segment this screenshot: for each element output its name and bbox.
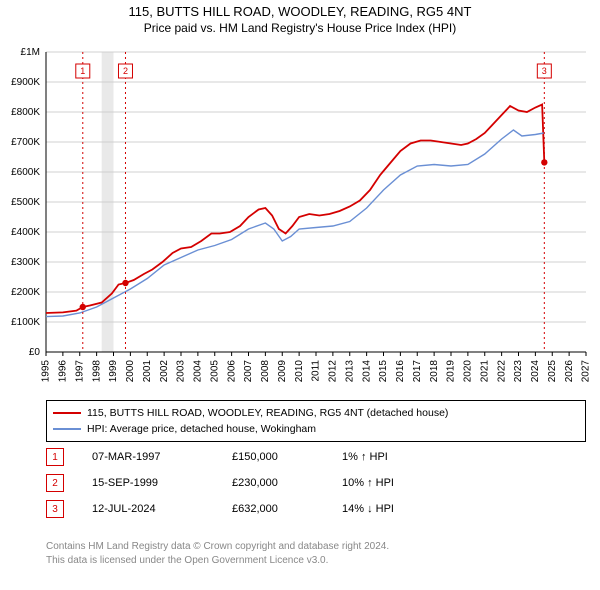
footnote: Contains HM Land Registry data © Crown c… <box>46 540 586 567</box>
svg-text:£200K: £200K <box>11 287 40 298</box>
svg-text:£500K: £500K <box>11 197 40 208</box>
svg-text:2027: 2027 <box>581 360 592 383</box>
svg-text:2011: 2011 <box>311 360 322 382</box>
svg-text:2013: 2013 <box>344 360 355 383</box>
svg-text:2021: 2021 <box>479 360 490 383</box>
event-date: 12-JUL-2024 <box>92 503 232 515</box>
svg-text:2020: 2020 <box>463 360 474 383</box>
svg-text:1: 1 <box>80 66 85 76</box>
svg-text:2004: 2004 <box>193 360 204 383</box>
svg-text:2000: 2000 <box>125 360 136 383</box>
footnote-line: This data is licensed under the Open Gov… <box>46 554 586 568</box>
svg-text:2005: 2005 <box>209 360 220 383</box>
footnote-line: Contains HM Land Registry data © Crown c… <box>46 540 586 554</box>
legend-swatch <box>53 428 81 430</box>
event-row: 2 15-SEP-1999 £230,000 10% ↑ HPI <box>46 470 586 496</box>
svg-text:£100K: £100K <box>11 317 40 328</box>
event-row: 1 07-MAR-1997 £150,000 1% ↑ HPI <box>46 444 586 470</box>
svg-text:£400K: £400K <box>11 227 40 238</box>
event-price: £632,000 <box>232 503 342 515</box>
svg-text:2001: 2001 <box>142 360 153 383</box>
svg-text:1995: 1995 <box>41 360 52 383</box>
svg-text:2022: 2022 <box>496 360 507 383</box>
event-note: 14% ↓ HPI <box>342 503 586 515</box>
event-price: £150,000 <box>232 451 342 463</box>
legend-label: 115, BUTTS HILL ROAD, WOODLEY, READING, … <box>87 407 448 419</box>
svg-text:3: 3 <box>542 66 547 76</box>
event-note: 10% ↑ HPI <box>342 477 586 489</box>
svg-text:2018: 2018 <box>429 360 440 383</box>
svg-text:2025: 2025 <box>547 360 558 383</box>
svg-text:£600K: £600K <box>11 167 40 178</box>
legend: 115, BUTTS HILL ROAD, WOODLEY, READING, … <box>46 400 586 442</box>
svg-text:1998: 1998 <box>91 360 102 383</box>
legend-item: 115, BUTTS HILL ROAD, WOODLEY, READING, … <box>53 405 579 421</box>
svg-text:2003: 2003 <box>176 360 187 383</box>
svg-text:1997: 1997 <box>74 360 85 383</box>
svg-text:2002: 2002 <box>159 360 170 383</box>
svg-text:2019: 2019 <box>446 360 457 383</box>
event-marker-icon: 2 <box>46 474 64 492</box>
title-subtitle: Price paid vs. HM Land Registry's House … <box>0 21 600 35</box>
event-note: 1% ↑ HPI <box>342 451 586 463</box>
svg-text:2008: 2008 <box>260 360 271 383</box>
svg-text:2009: 2009 <box>277 360 288 383</box>
svg-text:2006: 2006 <box>226 360 237 383</box>
event-date: 07-MAR-1997 <box>92 451 232 463</box>
svg-text:2023: 2023 <box>513 360 524 383</box>
legend-label: HPI: Average price, detached house, Woki… <box>87 423 316 435</box>
svg-text:2015: 2015 <box>378 360 389 383</box>
event-marker-icon: 1 <box>46 448 64 466</box>
title-address: 115, BUTTS HILL ROAD, WOODLEY, READING, … <box>0 4 600 19</box>
svg-text:£1M: £1M <box>21 47 40 58</box>
svg-text:2016: 2016 <box>395 360 406 383</box>
legend-item: HPI: Average price, detached house, Woki… <box>53 421 579 437</box>
svg-text:£800K: £800K <box>11 107 40 118</box>
event-price: £230,000 <box>232 477 342 489</box>
legend-swatch <box>53 412 81 414</box>
svg-text:2007: 2007 <box>243 360 254 383</box>
price-chart: £0£100K£200K£300K£400K£500K£600K£700K£80… <box>46 48 586 386</box>
svg-text:2024: 2024 <box>530 360 541 383</box>
svg-text:£900K: £900K <box>11 77 40 88</box>
svg-text:1996: 1996 <box>58 360 69 383</box>
event-marker-icon: 3 <box>46 500 64 518</box>
event-row: 3 12-JUL-2024 £632,000 14% ↓ HPI <box>46 496 586 522</box>
svg-text:1999: 1999 <box>108 360 119 383</box>
svg-text:2014: 2014 <box>361 360 372 383</box>
svg-text:2012: 2012 <box>328 360 339 383</box>
svg-text:2017: 2017 <box>412 360 423 383</box>
event-date: 15-SEP-1999 <box>92 477 232 489</box>
events-table: 1 07-MAR-1997 £150,000 1% ↑ HPI 2 15-SEP… <box>46 444 586 522</box>
svg-text:£700K: £700K <box>11 137 40 148</box>
svg-text:2010: 2010 <box>294 360 305 383</box>
svg-text:£300K: £300K <box>11 257 40 268</box>
svg-text:2026: 2026 <box>564 360 575 383</box>
title-block: 115, BUTTS HILL ROAD, WOODLEY, READING, … <box>0 0 600 35</box>
svg-text:£0: £0 <box>29 347 41 358</box>
svg-text:2: 2 <box>123 66 128 76</box>
